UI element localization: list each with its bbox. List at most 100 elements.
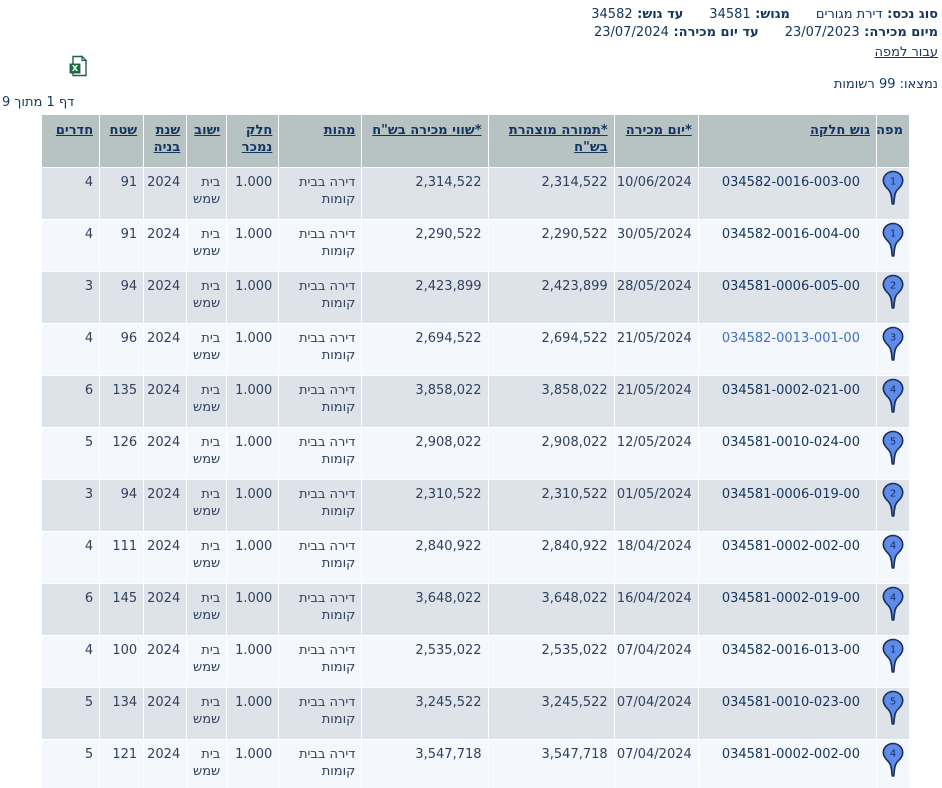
- cell-area: 121: [99, 739, 145, 788]
- map-pin-icon[interactable]: 2: [881, 482, 905, 518]
- gush-helka-link[interactable]: 034581-0002-002-00: [722, 747, 860, 762]
- cell-area: 145: [99, 583, 145, 636]
- gush-helka-value: 034582-0016-003-00: [721, 175, 860, 190]
- gush-helka-link[interactable]: 034581-0006-019-00: [722, 487, 860, 502]
- gush-helka-link[interactable]: 034582-0013-001-00: [722, 331, 860, 346]
- sale-date-value: 07/04/2024: [616, 643, 692, 658]
- map-pin-icon[interactable]: 4: [881, 378, 905, 414]
- sale-date-value: 28/05/2024: [616, 279, 692, 294]
- cell-pin: 4: [875, 739, 911, 788]
- sort-link-nature[interactable]: מהות: [323, 123, 356, 138]
- svg-text:X: X: [72, 64, 79, 73]
- map-pin-icon[interactable]: 4: [881, 586, 905, 622]
- map-pin-number: 4: [890, 749, 896, 760]
- cell-city: בית שמש: [186, 219, 228, 272]
- cell-pin: 1: [875, 635, 911, 688]
- cell-city: בית שמש: [186, 375, 228, 428]
- map-pin-icon[interactable]: 1: [881, 638, 905, 674]
- map-pin-icon[interactable]: 5: [881, 430, 905, 466]
- cell-part_sold: 1.000: [226, 375, 280, 428]
- sort-link-build_year[interactable]: שנת בניה: [153, 123, 181, 155]
- cell-pin: 5: [875, 427, 911, 480]
- sale-date-value: 12/05/2024: [616, 435, 692, 450]
- map-pin-icon[interactable]: 1: [881, 170, 905, 206]
- table-row: 4 034581-0002-002-00 07/04/2024 3,547,718 3,…: [40, 739, 911, 788]
- cell-part_sold: 1.000: [226, 219, 280, 272]
- sort-link-part_sold[interactable]: חלק נמכר: [241, 123, 273, 155]
- gush-helka-link[interactable]: 034582-0016-004-00: [722, 227, 860, 242]
- cell-build_year: 2024: [143, 531, 188, 584]
- go-to-map-link[interactable]: עבור למפה: [874, 45, 939, 60]
- cell-area: 100: [99, 635, 145, 688]
- gush-helka-link[interactable]: 034581-0002-021-00: [722, 383, 860, 398]
- sort-link-gush[interactable]: גוש חלקה: [810, 123, 870, 138]
- filter-label: עד גוש:: [632, 7, 684, 22]
- gush-helka-link[interactable]: 034581-0002-002-00: [722, 539, 860, 554]
- sale-date-value: 30/05/2024: [616, 227, 692, 242]
- column-header-gush[interactable]: גוש חלקה: [697, 114, 877, 168]
- sort-link-city[interactable]: ישוב: [194, 123, 221, 138]
- gush-helka-link[interactable]: 034581-0006-005-00: [722, 279, 860, 294]
- map-pin-icon[interactable]: 5: [881, 690, 905, 726]
- cell-sale_date: 12/05/2024: [613, 427, 699, 480]
- gush-helka-value: 034581-0010-023-00: [721, 695, 860, 710]
- cell-sale_date: 28/05/2024: [613, 271, 699, 324]
- map-pin-number: 2: [890, 281, 896, 292]
- sort-link-sale_date[interactable]: *יום מכירה: [625, 123, 692, 138]
- sale-date-value: 07/04/2024: [616, 695, 692, 710]
- map-pin-icon[interactable]: 3: [881, 326, 905, 362]
- cell-city: בית שמש: [186, 531, 228, 584]
- cell-part_sold: 1.000: [226, 167, 280, 220]
- column-header-sale_date[interactable]: *יום מכירה: [613, 114, 699, 168]
- cell-area: 94: [99, 479, 145, 532]
- sort-link-sale_value[interactable]: *שווי מכירה בש"ח: [372, 123, 482, 138]
- column-header-declared_amount[interactable]: *תמורה מוצהרת בש"ח: [487, 114, 615, 168]
- map-pin-number: 3: [890, 333, 896, 344]
- gush-helka-link[interactable]: 034582-0016-013-00: [722, 643, 860, 658]
- cell-build_year: 2024: [143, 583, 188, 636]
- column-header-build_year[interactable]: שנת בניה: [143, 114, 188, 168]
- map-pin-icon[interactable]: 1: [881, 222, 905, 258]
- sort-link-rooms[interactable]: חדרים: [55, 123, 94, 138]
- gush-helka-value: 034581-0010-024-00: [721, 435, 860, 450]
- cell-rooms: 5: [40, 739, 101, 788]
- map-pin-icon[interactable]: 4: [881, 534, 905, 570]
- cell-gush: 034581-0002-019-00: [697, 583, 877, 636]
- column-header-city[interactable]: ישוב: [186, 114, 228, 168]
- column-header-nature[interactable]: מהות: [278, 114, 363, 168]
- cell-sale_value: 3,245,522: [361, 687, 489, 740]
- gush-helka-link[interactable]: 034581-0010-024-00: [722, 435, 860, 450]
- map-pin-number: 4: [890, 541, 896, 552]
- map-pin-icon[interactable]: 2: [881, 274, 905, 310]
- column-header-sale_value[interactable]: *שווי מכירה בש"ח: [361, 114, 489, 168]
- gush-helka-link[interactable]: 034581-0010-023-00: [722, 695, 860, 710]
- column-header-rooms[interactable]: חדרים: [40, 114, 101, 168]
- gush-helka-link[interactable]: 034582-0016-003-00: [722, 175, 860, 190]
- gush-helka-link[interactable]: 034581-0002-019-00: [722, 591, 860, 606]
- sort-link-declared_amount[interactable]: *תמורה מוצהרת בש"ח: [508, 123, 608, 155]
- cell-build_year: 2024: [143, 427, 188, 480]
- criteria2-pair-0: מיום מכירה: 23/07/2023: [785, 25, 938, 40]
- column-header-part_sold[interactable]: חלק נמכר: [226, 114, 280, 168]
- cell-rooms: 6: [40, 583, 101, 636]
- criteria-line-1: סוג נכס: דירת מגורים מגוש: 34581 עד גוש: 3…: [591, 6, 938, 23]
- map-pin-icon[interactable]: 4: [881, 742, 905, 778]
- cell-declared_amount: 2,423,899: [487, 271, 615, 324]
- cell-sale_value: 2,314,522: [361, 167, 489, 220]
- cell-pin: 4: [875, 531, 911, 584]
- cell-area: 96: [99, 323, 145, 376]
- cell-city: בית שמש: [186, 167, 228, 220]
- cell-build_year: 2024: [143, 167, 188, 220]
- results-table-wrapper: מפה גוש חלקה *יום מכירה *תמורה מוצהרת בש"ח *…: [40, 114, 911, 788]
- filter-value: 23/07/2024: [593, 25, 669, 40]
- excel-export-button[interactable]: X: [69, 55, 89, 77]
- cell-nature: דירה בבית קומות: [278, 375, 363, 428]
- search-criteria-summary: סוג נכס: דירת מגורים מגוש: 34581 עד גוש: 3…: [591, 6, 938, 61]
- results-table: מפה גוש חלקה *יום מכירה *תמורה מוצהרת בש"ח *…: [40, 114, 911, 788]
- sort-link-area[interactable]: שטח: [109, 123, 138, 138]
- table-row: 5 034581-0010-024-00 12/05/2024 2,908,022 2,…: [40, 427, 911, 480]
- cell-sale_date: 07/04/2024: [613, 635, 699, 688]
- cell-part_sold: 1.000: [226, 323, 280, 376]
- cell-pin: 1: [875, 219, 911, 272]
- column-header-area[interactable]: שטח: [99, 114, 145, 168]
